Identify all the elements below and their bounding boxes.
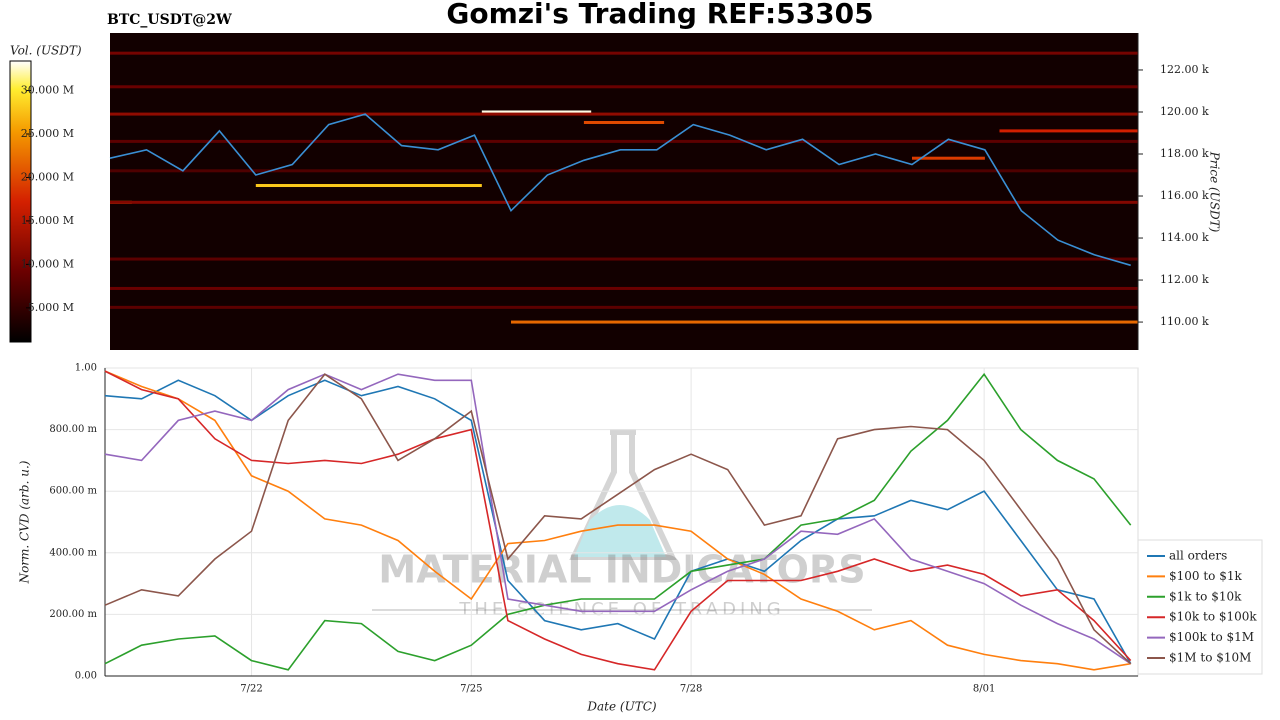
price-line — [109, 113, 1131, 267]
heat-band — [911, 156, 985, 160]
y-tick-label: 118.00 k — [1160, 147, 1209, 160]
heat-band — [110, 257, 1138, 261]
heat-band — [481, 110, 592, 114]
colorbar-tick-label: 20.000 M — [21, 170, 74, 183]
cvd-line — [104, 370, 1131, 671]
y-tick-label: 800.00 m — [49, 424, 97, 435]
colorbar-tick-label: 10.000 M — [21, 257, 74, 270]
legend-label: $100 to $1k — [1169, 569, 1242, 583]
y-tick-label: 600.00 m — [49, 486, 97, 497]
heat-band — [110, 286, 1138, 290]
x-axis-label: Date (UTC) — [586, 700, 656, 714]
heat-band — [110, 305, 1138, 309]
subtitle: BTC_USDT@2W — [107, 12, 232, 28]
legend-label: $1k to $10k — [1169, 589, 1242, 603]
y-axis-label: Price (USDT) — [1208, 151, 1222, 233]
x-tick-label: 7/22 — [240, 684, 262, 695]
legend-label: all orders — [1169, 549, 1227, 563]
cvd-line — [104, 373, 1132, 665]
heat-band — [583, 120, 665, 124]
colorbar-tick-label: 25.000 M — [21, 127, 74, 140]
colorbar-tick-label: 30.000 M — [21, 84, 74, 97]
y-tick-label: 122.00 k — [1160, 63, 1209, 76]
y-tick-label: 112.00 k — [1160, 273, 1209, 286]
heat-band — [110, 85, 1138, 89]
colorbar-tick-label: 15.000 M — [21, 214, 74, 227]
y-tick-label: 120.00 k — [1160, 105, 1209, 118]
heat-band — [999, 129, 1138, 133]
heat-band — [110, 200, 1138, 204]
legend-label: $100k to $1M — [1169, 630, 1254, 644]
y-tick-label: 114.00 k — [1160, 231, 1209, 244]
x-tick-label: 7/28 — [680, 684, 702, 695]
heatmap-background — [110, 33, 1138, 350]
y-tick-label: 200.00 m — [49, 609, 97, 620]
legend — [1137, 539, 1263, 675]
y-tick-label: 0.00 — [75, 671, 97, 682]
heat-band — [510, 320, 1138, 324]
x-tick-label: 8/01 — [973, 684, 995, 695]
chart-title: Gomzi's Trading REF:53305 — [446, 0, 873, 30]
y-axis-label: Norm. CVD (arb. u.) — [18, 460, 32, 584]
heat-band — [110, 139, 1138, 143]
colorbar-tick-label: 5.000 M — [28, 301, 74, 314]
cvd-line — [104, 370, 1132, 671]
y-tick-label: 116.00 k — [1160, 189, 1209, 202]
watermark — [372, 429, 872, 611]
heat-band — [255, 184, 482, 188]
cvd-line — [104, 379, 1132, 665]
y-tick-label: 1.00 — [75, 363, 97, 374]
heat-band — [110, 51, 1138, 55]
colorbar — [9, 60, 32, 343]
legend-label: $1M to $10M — [1169, 651, 1251, 665]
cvd-line — [104, 372, 1132, 671]
cvd-line — [104, 373, 1132, 665]
y-tick-label: 110.00 k — [1160, 315, 1209, 328]
heat-band — [110, 169, 1138, 173]
heat-band — [110, 112, 1138, 116]
legend-label: $10k to $100k — [1169, 610, 1257, 624]
colorbar-label: Vol. (USDT) — [10, 44, 82, 58]
y-tick-label: 400.00 m — [49, 547, 97, 558]
x-tick-label: 7/25 — [460, 684, 482, 695]
